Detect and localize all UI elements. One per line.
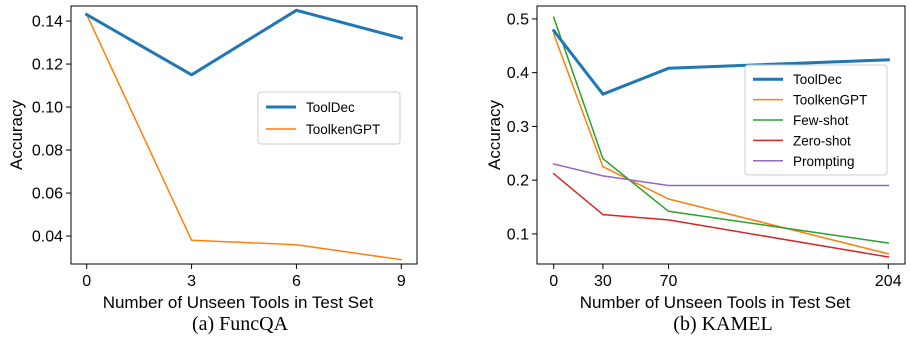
legend-label: ToolDec [793,72,842,87]
plot-frame [70,5,418,265]
legend-label: Prompting [793,154,855,169]
legend-box [257,91,401,145]
y-tick-label: 0.08 [32,143,63,160]
y-tick-label: 0.14 [32,14,63,31]
y-tick-label: 0.04 [32,229,63,246]
figure-caption: (b) KAMEL [673,313,772,335]
y-tick-label: 0.4 [507,65,529,82]
legend-label: ToolkenGPT [306,122,380,137]
x-tick-label: 0 [82,273,91,290]
x-tick-label: 3 [187,273,196,290]
x-axis-label: Number of Unseen Tools in Test Set [103,293,374,312]
chart-panel-2: 0.1 0.2 0.3 0.4 0.5 0 30 70 204 Number of Unseen … [485,5,906,335]
y-tick-label: 0.5 [507,11,529,28]
legend-label: Zero-shot [793,133,851,148]
x-tick-label: 70 [660,273,678,290]
series-line-toolkengpt [85,13,403,261]
y-axis-label: Accuracy [485,100,504,170]
figure-caption: (a) FuncQA [192,313,289,335]
y-axis-label: Accuracy [7,100,26,170]
y-tick-label: 0.12 [32,57,63,74]
series-line-prompting [552,163,890,187]
chart-panel-1: 0.04 0.06 0.08 0.10 0.12 0.14 0 3 6 9 Number of Un… [7,5,418,335]
y-tick-label: 0.10 [32,100,63,117]
legend-box [744,64,888,176]
y-tick-label: 0.3 [507,119,529,136]
series-line-few-shot [552,16,890,244]
y-tick-label: 0.1 [507,226,529,243]
legend-label: ToolkenGPT [793,93,867,108]
x-axis-label: Number of Unseen Tools in Test Set [580,293,851,312]
series-line-tooldec [84,8,404,77]
x-tick-label: 9 [397,273,406,290]
legend-label: ToolDec [306,100,355,115]
x-tick-label: 6 [292,273,301,290]
plot-frame [536,5,906,265]
y-tick-label: 0.2 [507,173,529,190]
series-line-zero-shot [552,172,890,258]
series-line-tooldec [551,28,890,96]
legend-label: Few-shot [793,113,849,128]
x-tick-label: 204 [875,273,902,290]
y-tick-label: 0.06 [32,186,63,203]
x-tick-label: 30 [594,273,612,290]
x-tick-label: 0 [549,273,558,290]
